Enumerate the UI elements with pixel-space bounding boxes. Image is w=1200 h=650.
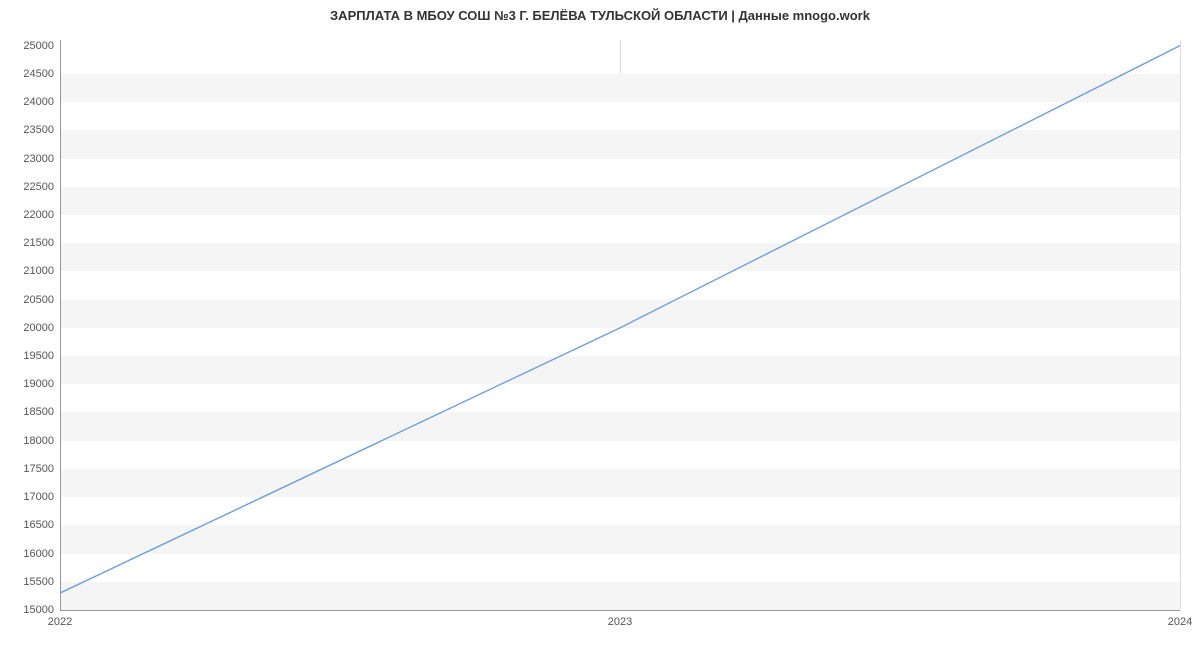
x-tick-label: 2022 bbox=[48, 610, 72, 628]
y-tick-label: 15500 bbox=[23, 576, 60, 588]
y-tick-label: 20500 bbox=[23, 294, 60, 306]
y-tick-label: 16000 bbox=[23, 548, 60, 560]
y-tick-label: 21500 bbox=[23, 237, 60, 249]
y-tick-label: 19000 bbox=[23, 378, 60, 390]
line-layer bbox=[60, 40, 1180, 610]
x-tick-label: 2023 bbox=[608, 610, 632, 628]
chart-title: ЗАРПЛАТА В МБОУ СОШ №3 Г. БЕЛЁВА ТУЛЬСКО… bbox=[0, 8, 1200, 23]
y-tick-label: 22500 bbox=[23, 181, 60, 193]
x-tick-label: 2024 bbox=[1168, 610, 1192, 628]
x-axis-line bbox=[60, 610, 1180, 611]
y-tick-label: 24000 bbox=[23, 96, 60, 108]
y-tick-label: 21000 bbox=[23, 265, 60, 277]
y-axis-line bbox=[60, 40, 61, 610]
salary-chart: ЗАРПЛАТА В МБОУ СОШ №3 Г. БЕЛЁВА ТУЛЬСКО… bbox=[0, 0, 1200, 650]
plot-area: 1500015500160001650017000175001800018500… bbox=[60, 40, 1180, 610]
y-tick-label: 24500 bbox=[23, 68, 60, 80]
y-tick-label: 25000 bbox=[23, 40, 60, 52]
y-tick-label: 19500 bbox=[23, 350, 60, 362]
y-tick-label: 20000 bbox=[23, 322, 60, 334]
y-tick-label: 17000 bbox=[23, 491, 60, 503]
y-tick-label: 22000 bbox=[23, 209, 60, 221]
x-gridline bbox=[1180, 40, 1181, 610]
y-tick-label: 23000 bbox=[23, 153, 60, 165]
series-line-salary bbox=[60, 46, 1180, 593]
y-tick-label: 18000 bbox=[23, 435, 60, 447]
y-tick-label: 16500 bbox=[23, 519, 60, 531]
y-tick-label: 23500 bbox=[23, 124, 60, 136]
y-tick-label: 17500 bbox=[23, 463, 60, 475]
y-tick-label: 18500 bbox=[23, 406, 60, 418]
